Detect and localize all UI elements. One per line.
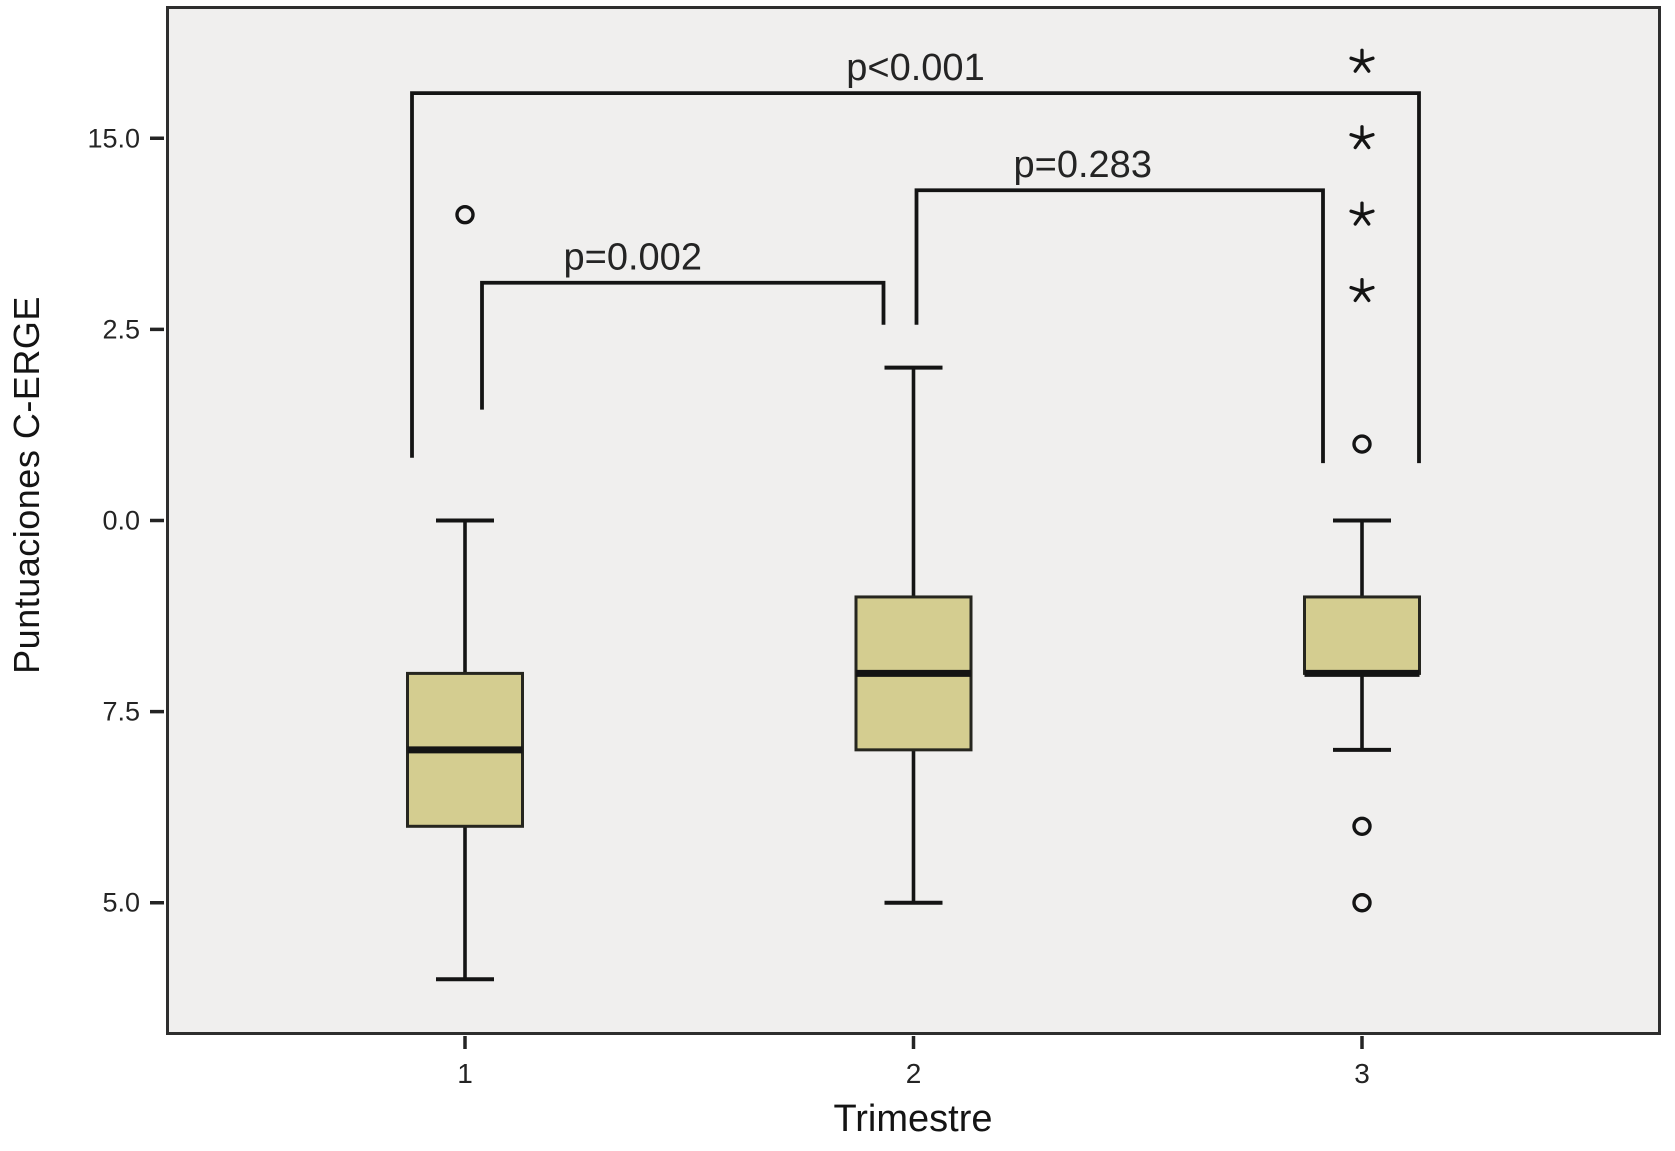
star-arm bbox=[1360, 209, 1375, 217]
star-arm bbox=[1349, 209, 1364, 217]
y-tick-label: 7.5 bbox=[102, 697, 140, 727]
star-arm bbox=[1360, 285, 1375, 293]
star-arm bbox=[1353, 289, 1364, 303]
star-arm bbox=[1353, 136, 1364, 150]
significance-bracket bbox=[480, 280, 886, 410]
star-arm bbox=[1353, 60, 1364, 73]
outlier-circle bbox=[1352, 816, 1372, 836]
outlier-star bbox=[1349, 201, 1375, 226]
y-tick-label: 15.0 bbox=[87, 123, 140, 153]
box-rect bbox=[1303, 595, 1421, 675]
x-tick-label: 1 bbox=[457, 1058, 473, 1089]
star-arm bbox=[1360, 289, 1371, 303]
star-arm bbox=[1360, 60, 1371, 73]
significance-bracket bbox=[914, 188, 1325, 464]
significance-label: p=0.283 bbox=[1014, 144, 1152, 186]
outlier-circle bbox=[1352, 893, 1372, 913]
star-arm bbox=[1353, 213, 1364, 226]
box-group bbox=[854, 365, 973, 905]
outlier-star bbox=[1349, 278, 1375, 303]
outlier-circle bbox=[455, 205, 475, 225]
star-arm bbox=[1360, 133, 1375, 140]
box-group bbox=[406, 205, 524, 982]
star-arm bbox=[1360, 213, 1371, 226]
outlier-circle bbox=[1352, 434, 1372, 454]
significance-label: p=0.002 bbox=[564, 237, 702, 279]
y-tick-label: 0.0 bbox=[102, 506, 140, 536]
outlier-star bbox=[1349, 48, 1375, 73]
significance-label: p<0.001 bbox=[846, 47, 984, 89]
outlier-star bbox=[1349, 125, 1375, 150]
star-arm bbox=[1349, 133, 1364, 140]
star-arm bbox=[1360, 136, 1371, 150]
y-tick-label: 5.0 bbox=[102, 888, 140, 918]
x-axis-title: Trimestre bbox=[833, 1098, 993, 1140]
star-arm bbox=[1349, 56, 1364, 64]
star-arm bbox=[1360, 56, 1375, 64]
y-axis-title: Puntuaciones C-ERGE bbox=[6, 296, 47, 674]
x-tick-label: 2 bbox=[906, 1058, 922, 1089]
y-tick-label: 2.5 bbox=[102, 314, 140, 344]
star-arm bbox=[1349, 285, 1364, 293]
x-tick-label: 3 bbox=[1354, 1058, 1370, 1089]
significance-bracket bbox=[410, 91, 1421, 464]
box-group bbox=[1303, 48, 1421, 913]
